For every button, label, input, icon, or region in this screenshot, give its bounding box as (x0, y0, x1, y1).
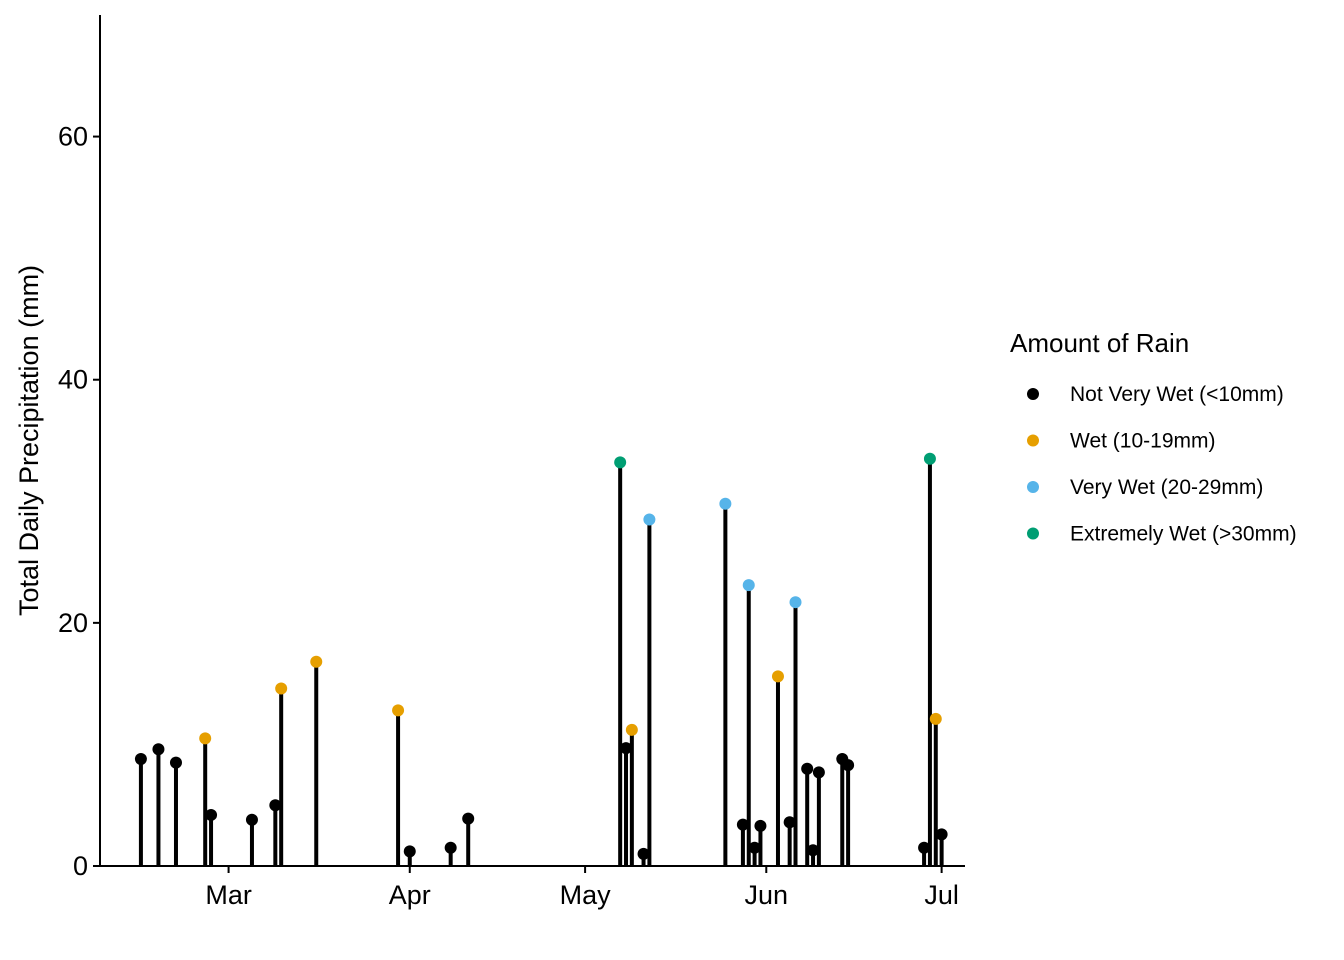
y-axis-title: Total Daily Precipitation (mm) (14, 265, 44, 616)
legend-label: Very Wet (20-29mm) (1070, 476, 1263, 499)
x-tick-label: Jun (745, 880, 789, 910)
data-point (812, 766, 825, 779)
data-point (269, 799, 282, 812)
x-tick-label: Apr (389, 880, 431, 910)
data-point (771, 670, 784, 683)
y-tick-label: 40 (58, 365, 88, 395)
data-point (245, 813, 258, 826)
data-point (754, 819, 767, 832)
data-point (169, 756, 182, 769)
data-point (742, 579, 755, 592)
data-point (310, 655, 323, 668)
legend: Amount of Rain Not Very Wet (<10mm) Wet (… (1010, 328, 1297, 546)
data-point (403, 845, 416, 858)
axes: Total Daily Precipitation (mm) 0 20 40 60 Ma… (14, 15, 965, 910)
x-tick-label: Jul (924, 880, 959, 910)
data-point (783, 816, 796, 829)
data-point (842, 759, 855, 772)
data-point (152, 743, 165, 756)
legend-key (1027, 527, 1039, 540)
data-point (719, 497, 732, 510)
legend-key (1027, 481, 1039, 493)
data-point (643, 513, 656, 526)
data-point (275, 682, 288, 695)
data-point (935, 828, 948, 841)
data-point (789, 596, 802, 609)
data-point (620, 742, 633, 755)
plot-area (134, 452, 948, 866)
data-point (807, 844, 820, 857)
data-point (918, 841, 931, 854)
data-point (444, 841, 457, 854)
y-tick-label: 20 (58, 608, 88, 638)
data-point (205, 808, 218, 821)
legend-key (1027, 434, 1039, 447)
legend-label: Wet (10-19mm) (1070, 430, 1215, 453)
data-point (462, 812, 475, 825)
data-point (801, 762, 814, 775)
legend-title: Amount of Rain (1010, 328, 1189, 358)
data-point (929, 712, 942, 725)
data-point (637, 847, 650, 860)
data-point (923, 452, 936, 465)
data-point (736, 818, 749, 831)
x-tick-label: May (560, 880, 612, 910)
data-point (199, 732, 212, 745)
data-point (625, 723, 638, 736)
legend-label: Not Very Wet (<10mm) (1070, 383, 1284, 406)
y-tick-label: 0 (73, 851, 88, 881)
legend-key (1027, 388, 1039, 400)
x-tick-label: Mar (205, 880, 252, 910)
data-point (134, 753, 147, 766)
data-point (748, 841, 761, 854)
y-tick-label: 60 (58, 122, 88, 152)
data-point (614, 456, 627, 469)
legend-label: Extremely Wet (>30mm) (1070, 523, 1297, 546)
data-point (392, 704, 405, 717)
